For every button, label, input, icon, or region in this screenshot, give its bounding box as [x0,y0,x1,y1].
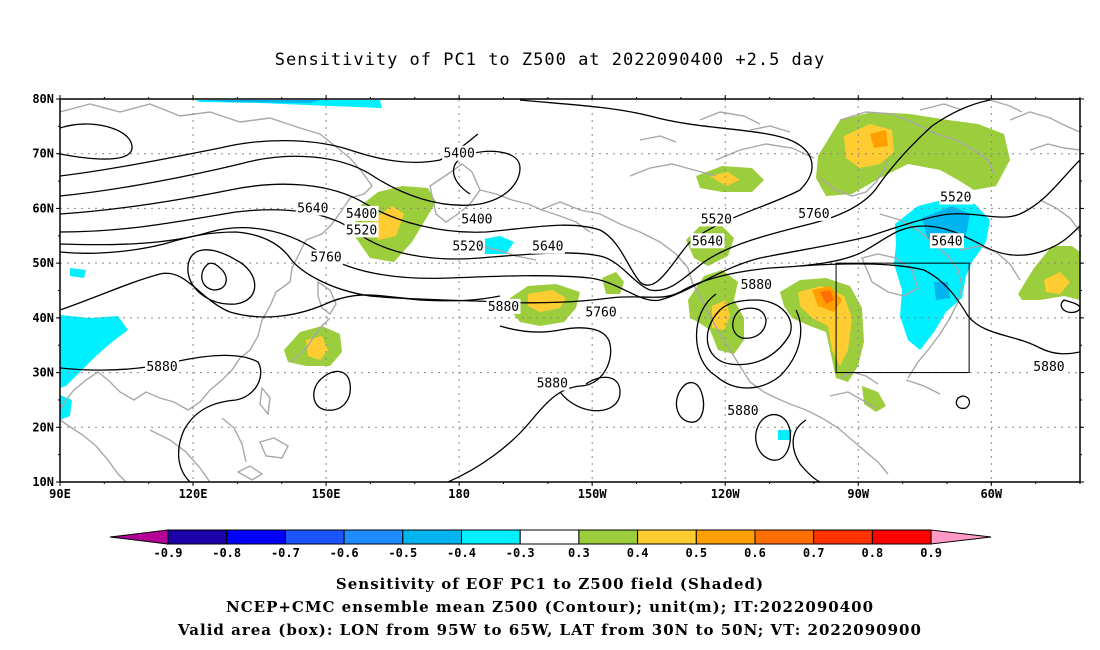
colorbar-label: 0.6 [744,546,766,560]
contour-label: 5520 [344,222,379,238]
contour-label: 5880 [145,359,179,375]
colorbar-swatch [226,529,286,545]
contour-label: 5520 [699,211,734,227]
colorbar-label: -0.5 [388,546,417,560]
map-title: Sensitivity of PC1 to Z500 at 2022090400… [274,50,826,70]
contour-label: 5640 [530,238,565,255]
colorbar-high-arrow [930,529,992,545]
svg-text:5880: 5880 [537,377,568,392]
svg-text:5640: 5640 [692,234,723,249]
colorbar-swatch [754,529,815,545]
svg-text:5400: 5400 [346,207,377,222]
colorbar-low-arrow [109,529,169,545]
colorbar-swatch [695,529,756,545]
lat-label: 40N [32,311,54,325]
lon-label: 150W [578,487,608,501]
caption-valid-area: Valid area (box): LON from 95W to 65W, L… [178,621,922,639]
lat-label: 60N [32,201,54,215]
caption-contour: NCEP+CMC ensemble mean Z500 (Contour); u… [226,598,874,616]
contour-label: 5400 [459,211,494,227]
contour-label: 5880 [535,375,570,392]
lon-label: 120E [179,487,208,501]
sensitivity-shading [60,100,1080,440]
lat-label: 20N [32,420,54,434]
coastlines [60,99,1080,482]
contour-label: 5880 [725,402,760,419]
colorbar-label: 0.7 [803,546,825,560]
svg-text:5880: 5880 [146,360,177,375]
colorbar-label: 0.5 [685,546,707,560]
svg-text:5640: 5640 [297,201,328,216]
svg-text:5400: 5400 [461,212,492,227]
contour-label: 5880 [739,277,774,293]
svg-text:5400: 5400 [443,147,474,162]
valid-area-box [835,262,970,374]
svg-text:5760: 5760 [585,305,616,320]
latitude-labels: 80N 70N 60N 50N 40N 30N 20N 10N [32,92,54,489]
colorbar-label: -0.8 [212,546,241,560]
svg-text:5640: 5640 [931,234,962,249]
svg-text:5640: 5640 [532,240,563,255]
svg-text:5520: 5520 [452,240,483,255]
colorbar-label: 0.8 [862,546,884,560]
lon-label: 180 [448,487,470,501]
svg-text:5880: 5880 [741,278,772,293]
svg-text:5760: 5760 [798,207,829,222]
lat-label: 30N [32,366,54,380]
colorbar-swatch [402,529,462,545]
axis-ticks [56,95,1084,486]
lat-label: 70N [32,147,54,161]
lon-label: 90W [847,487,869,501]
contour-label: 5640 [690,233,725,249]
longitude-labels: 90E 120E 150E 180 150W 120W 90W 60W [49,487,1003,501]
contour-label: 5880 [486,298,521,315]
colorbar-label: -0.3 [506,546,535,560]
contour-label: 5520 [451,238,485,255]
contour-label: 5400 [442,145,477,162]
svg-text:5520: 5520 [701,212,732,227]
lon-label: 90E [49,487,71,501]
colorbar-swatch [519,529,580,545]
contour-label: 5520 [938,189,973,205]
colorbar-swatch [343,529,404,545]
lon-label: 120W [711,487,741,501]
colorbar-swatch [813,529,873,545]
svg-text:5760: 5760 [310,251,341,266]
contour-label: 5640 [295,200,330,216]
contour-label: 5760 [309,249,344,266]
colorbar-swatch [167,529,228,545]
lon-label: 60W [980,487,1002,501]
colorbar-swatch [578,529,639,545]
lon-label: 150E [312,487,341,501]
colorbar-label: 0.9 [920,546,942,560]
colorbar-label: -0.9 [154,546,183,560]
colorbar-swatch [871,529,932,545]
lat-label: 10N [32,475,54,489]
contour-label: 5640 [929,233,964,249]
contour-label: 5400 [344,205,379,222]
contour-label: 5760 [796,205,831,222]
colorbar-swatch [637,529,697,545]
svg-text:5880: 5880 [727,404,758,419]
caption-shading: Sensitivity of EOF PC1 to Z500 field (Sh… [335,575,765,593]
colorbar: -0.9 -0.8 -0.7 -0.6 -0.5 -0.4 -0.3 0.3 0.4 0.5 0.6… [109,529,992,560]
colorbar-swatch [461,529,521,545]
svg-text:5520: 5520 [940,190,971,205]
colorbar-label: -0.7 [271,546,300,560]
lat-label: 50N [32,256,54,270]
contour-label: 5760 [584,304,619,320]
lat-lon-grid [60,99,1080,482]
svg-text:5880: 5880 [1033,360,1064,375]
colorbar-label: -0.4 [447,546,476,560]
colorbar-label: 0.4 [627,546,649,560]
colorbar-label: 0.3 [568,546,590,560]
colorbar-label: -0.6 [330,546,359,560]
contour-label: 5880 [1031,359,1066,375]
svg-text:5880: 5880 [488,300,519,315]
lat-label: 80N [32,92,54,106]
colorbar-swatch [284,529,345,545]
svg-text:5520: 5520 [346,223,377,238]
